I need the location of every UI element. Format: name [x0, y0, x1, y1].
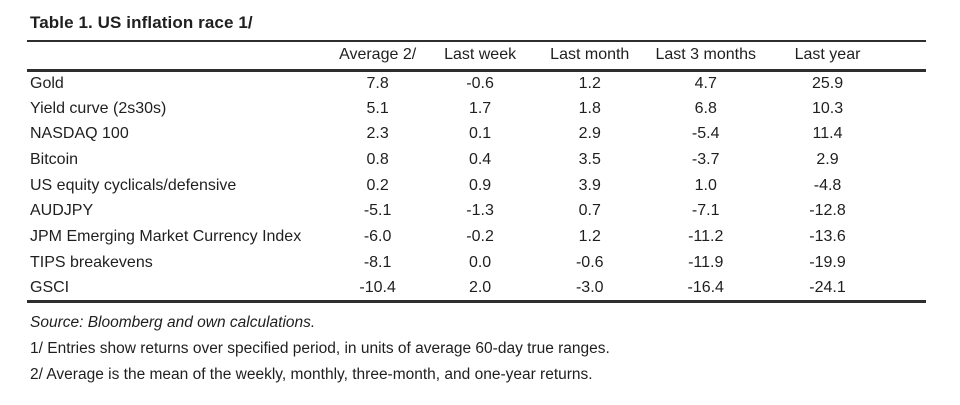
- table-title: Table 1. US inflation race 1/: [27, 13, 926, 42]
- cell-value: 0.1: [468, 125, 492, 143]
- footnote-2: 2/ Average is the mean of the weekly, mo…: [30, 365, 593, 383]
- column-header: Last month: [533, 42, 647, 72]
- cell-value: -24.1: [809, 278, 846, 296]
- column-header: Last year: [765, 42, 926, 72]
- cell-value: -5.1: [363, 202, 392, 220]
- footnote-1: 1/ Entries show returns over specified p…: [30, 339, 610, 357]
- cell-value: 0.0: [468, 253, 492, 271]
- cell-value: -16.4: [687, 278, 724, 296]
- cell-value: -1.3: [466, 202, 494, 220]
- table-header: Average 2/Last week Last month Last 3 mont…: [27, 42, 926, 72]
- cell-value: 2.0: [468, 278, 492, 296]
- cell-value: -3.7: [691, 150, 720, 168]
- table-footer: Source: Bloomberg and own calculations. …: [27, 310, 926, 388]
- cell-value: 0.7: [578, 202, 601, 220]
- table-row: Yield curve (2s30s) 5.1 1.7 1.8 6.8 10.3: [27, 96, 926, 122]
- cell-value: -0.2: [466, 227, 494, 245]
- cell-value: -13.6: [809, 227, 846, 245]
- cell-value: -12.8: [809, 202, 846, 220]
- cell-value: 25.9: [811, 74, 844, 92]
- header-row-label-spacer: [27, 42, 329, 72]
- cell-value: 1.2: [578, 227, 601, 245]
- table-row: GSCI -10.4 2.0 -3.0 -16.4 -24.1: [27, 276, 926, 302]
- table-row: AUDJPY -5.1 -1.3 0.7 -7.1 -12.8: [27, 198, 926, 224]
- cell-value: -4.8: [813, 176, 842, 194]
- cell-value: 4.7: [694, 74, 717, 92]
- column-header: Last week: [427, 42, 534, 72]
- row-label: NASDAQ 100: [30, 125, 129, 143]
- cell-value: 0.4: [468, 150, 492, 168]
- table-row: NASDAQ 100 2.3 0.1 2.9 -5.4 11.4: [27, 121, 926, 147]
- row-label: US equity cyclicals/defensive: [30, 176, 237, 194]
- cell-value: 6.8: [694, 99, 717, 117]
- cell-value: 1.0: [694, 176, 717, 194]
- row-label: AUDJPY: [30, 202, 94, 220]
- document-page: Table 1. US inflation race 1/ Average 2/…: [27, 0, 926, 388]
- table-row: Bitcoin 0.8 0.4 3.5 -3.7 2.9: [27, 147, 926, 173]
- cell-value: 2.9: [816, 150, 839, 168]
- column-header: Average 2/: [328, 42, 428, 72]
- table-body: Gold 7.8 -0.6 1.2 4.7 25.9 Yield curve (2s30s)…: [27, 70, 926, 301]
- row-label: TIPS breakevens: [30, 253, 153, 271]
- cell-value: -11.9: [688, 253, 724, 271]
- cell-value: 7.8: [366, 74, 389, 92]
- cell-value: -11.2: [688, 227, 724, 245]
- cell-value: 0.8: [366, 150, 389, 168]
- cell-value: 11.4: [812, 125, 843, 143]
- row-label: GSCI: [30, 278, 70, 296]
- row-label: Bitcoin: [30, 150, 79, 168]
- cell-value: 1.7: [468, 99, 492, 117]
- cell-value: 10.3: [811, 99, 844, 117]
- header-row: Average 2/Last week Last month Last 3 mont…: [27, 42, 926, 72]
- cell-value: 3.5: [578, 150, 601, 168]
- cell-value: -8.1: [363, 253, 392, 271]
- cell-value: 1.2: [578, 74, 601, 92]
- inflation-race-table: Average 2/Last week Last month Last 3 mont…: [27, 42, 926, 303]
- table-row: TIPS breakevens -8.1 0.0 -0.6 -11.9 -19.9: [27, 250, 926, 276]
- row-label: JPM Emerging Market Currency Index: [30, 227, 302, 245]
- cell-value: -5.4: [691, 125, 720, 143]
- cell-value: -7.1: [691, 202, 720, 220]
- cell-value: 2.9: [578, 125, 601, 143]
- row-label: Yield curve (2s30s): [30, 99, 167, 117]
- row-label: Gold: [30, 74, 64, 92]
- table-row: JPM Emerging Market Currency Index -6.0 -0…: [27, 224, 926, 250]
- table-row: US equity cyclicals/defensive 0.2 0.9 3.9 1.…: [27, 173, 926, 199]
- cell-value: 2.3: [366, 125, 389, 143]
- cell-value: 0.2: [366, 176, 389, 194]
- cell-value: -0.6: [466, 74, 494, 92]
- cell-value: -3.0: [575, 278, 604, 296]
- cell-value: 3.9: [578, 176, 601, 194]
- cell-value: -6.0: [363, 227, 392, 245]
- cell-value: -10.4: [359, 278, 396, 296]
- cell-value: -0.6: [575, 253, 604, 271]
- source-note: Source: Bloomberg and own calculations.: [30, 313, 316, 331]
- table-row: Gold 7.8 -0.6 1.2 4.7 25.9: [27, 70, 926, 96]
- cell-value: 5.1: [366, 99, 389, 117]
- cell-value: -19.9: [809, 253, 846, 271]
- cell-value: 0.9: [468, 176, 492, 194]
- column-header: Last 3 months: [646, 42, 766, 72]
- cell-value: 1.8: [578, 99, 601, 117]
